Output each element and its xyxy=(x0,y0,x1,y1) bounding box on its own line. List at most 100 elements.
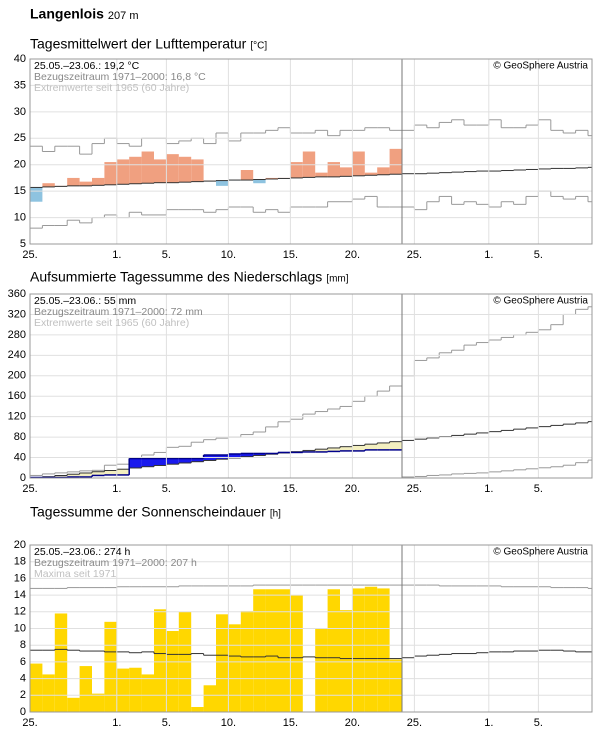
anomaly-bar xyxy=(154,159,167,183)
x-tick-label: 25. xyxy=(22,717,37,729)
bar xyxy=(340,610,353,712)
plot-area xyxy=(30,119,592,229)
bar xyxy=(67,697,80,712)
anomaly-bar xyxy=(178,156,192,183)
legend-text: 25.05.–23.06.: 55 mm xyxy=(34,295,136,307)
x-tick-label: 10. xyxy=(221,249,236,261)
anomaly-bar xyxy=(352,151,365,176)
anomaly-bar xyxy=(92,177,105,186)
chart-title: Tagesmittelwert der Lufttemperatur xyxy=(30,36,247,52)
station-name: Langenlois xyxy=(30,6,104,22)
bar xyxy=(154,609,167,712)
y-tick-label: 20 xyxy=(14,159,26,171)
difference-area xyxy=(315,449,328,452)
plot-area xyxy=(30,306,592,478)
plot-frame xyxy=(29,293,593,479)
anomaly-bar xyxy=(166,154,179,183)
y-tick-label: 160 xyxy=(8,390,26,402)
anomaly-bar xyxy=(116,159,130,185)
bar xyxy=(377,588,390,712)
y-tick-label: 280 xyxy=(8,329,26,341)
difference-area xyxy=(191,458,204,462)
y-tick-label: 12 xyxy=(14,606,26,618)
anomaly-bar xyxy=(141,151,154,184)
anomaly-bar xyxy=(377,167,390,175)
x-tick-label: 25. xyxy=(407,717,422,729)
x-tick-label: 1. xyxy=(484,249,493,261)
difference-area xyxy=(166,458,179,465)
x-tick-label: 5. xyxy=(162,483,171,495)
difference-area xyxy=(129,458,142,468)
x-tick-label: 20. xyxy=(345,249,360,261)
bar xyxy=(141,674,154,712)
y-tick-label: 200 xyxy=(8,370,26,382)
anomaly-bar xyxy=(30,187,43,202)
station-elevation: 207 m xyxy=(108,10,139,22)
y-tick-label: 30 xyxy=(14,106,26,118)
bar xyxy=(315,628,328,712)
x-tick-label: 5. xyxy=(162,717,171,729)
y-tick-label: 10 xyxy=(14,622,26,634)
anomaly-bar xyxy=(253,179,266,184)
bar xyxy=(54,613,68,712)
difference-area xyxy=(141,458,154,467)
y-tick-label: 18 xyxy=(14,556,26,568)
x-tick-label: 1. xyxy=(112,483,121,495)
chart-unit: [°C] xyxy=(250,41,267,52)
difference-area xyxy=(340,446,353,451)
y-tick-label: 20 xyxy=(14,539,26,551)
legend-text: 25.05.–23.06.: 19,2 °C xyxy=(34,60,140,72)
bar xyxy=(216,614,229,712)
x-tick-label: 10. xyxy=(221,717,236,729)
difference-area xyxy=(352,445,365,451)
x-tick-label: 15. xyxy=(283,717,298,729)
y-tick-label: 80 xyxy=(14,431,26,443)
y-tick-label: 2 xyxy=(20,689,26,701)
bar xyxy=(92,693,105,712)
y-tick-label: 320 xyxy=(8,308,26,320)
bar xyxy=(228,624,241,712)
anomaly-bar xyxy=(240,170,254,181)
y-tick-label: 240 xyxy=(8,349,26,361)
bar xyxy=(42,674,55,712)
difference-area xyxy=(79,472,92,477)
plot-frame xyxy=(29,544,593,713)
x-tick-label: 1. xyxy=(484,483,493,495)
difference-area xyxy=(54,475,68,478)
anomaly-bar xyxy=(216,180,229,186)
bar xyxy=(278,589,291,712)
x-tick-label: 25. xyxy=(22,249,37,261)
bar xyxy=(352,588,365,712)
x-tick-label: 15. xyxy=(283,249,298,261)
bar xyxy=(116,668,130,712)
x-tick-label: 1. xyxy=(112,249,121,261)
bar xyxy=(364,586,378,712)
difference-area xyxy=(116,469,130,475)
anomaly-bar xyxy=(42,183,55,187)
bar xyxy=(166,631,179,712)
bar xyxy=(327,589,340,712)
bar xyxy=(191,706,204,712)
x-tick-label: 5. xyxy=(162,249,171,261)
plot-frame xyxy=(29,58,593,245)
legend-text: 25.05.–23.06.: 274 h xyxy=(34,546,130,558)
x-tick-label: 5. xyxy=(534,717,543,729)
difference-area xyxy=(253,453,266,456)
y-tick-label: 10 xyxy=(14,211,26,223)
x-tick-label: 20. xyxy=(345,483,360,495)
x-tick-label: 20. xyxy=(345,717,360,729)
bar xyxy=(265,589,278,712)
chart-unit: [mm] xyxy=(326,274,348,285)
bar xyxy=(290,595,303,712)
anomaly-bar xyxy=(340,167,353,177)
difference-area xyxy=(154,458,167,466)
y-tick-label: 120 xyxy=(8,411,26,423)
bar xyxy=(129,667,142,712)
x-tick-label: 1. xyxy=(484,717,493,729)
difference-area xyxy=(228,453,241,458)
y-tick-label: 4 xyxy=(20,673,26,685)
bar xyxy=(30,663,43,712)
x-tick-label: 1. xyxy=(112,717,121,729)
legend-text: Bezugszeitraum 1971–2000: 16,8 °C xyxy=(34,71,206,83)
